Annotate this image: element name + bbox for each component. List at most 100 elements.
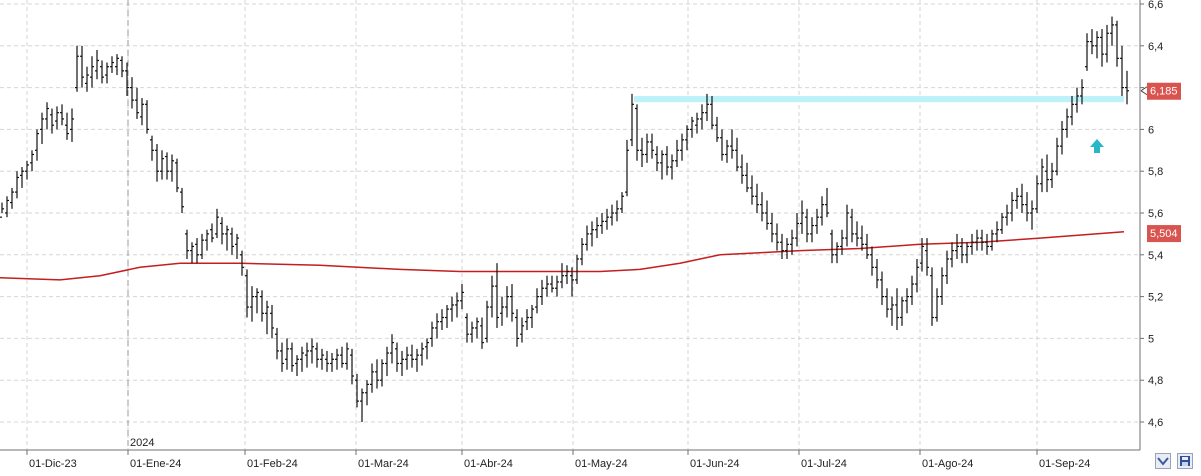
ohlc-bar <box>1055 137 1059 176</box>
ohlc-bar <box>360 388 364 422</box>
ohlc-bar <box>820 196 824 226</box>
ohlc-bar <box>455 292 459 318</box>
last-price-pointer-icon <box>1140 86 1148 96</box>
ohlc-bar <box>540 279 544 305</box>
ohlc-bar <box>730 129 734 159</box>
ohlc-bar <box>760 192 764 222</box>
ohlc-bar <box>1090 29 1094 55</box>
y-tick-label: 5,2 <box>1148 292 1163 304</box>
ohlc-bar <box>950 242 954 268</box>
signal-arrow-layer <box>1090 139 1104 153</box>
ohlc-bar <box>275 327 279 360</box>
ohlc-bar <box>1095 31 1099 59</box>
ohlc-bar <box>120 56 124 78</box>
ohlc-bar <box>260 290 264 322</box>
ohlc-bar <box>435 313 439 339</box>
ohlc-bar <box>860 225 864 251</box>
ohlc-bar <box>65 112 69 140</box>
ohlc-bar <box>675 139 679 168</box>
ohlc-bar <box>60 104 64 126</box>
ohlc-bar <box>780 233 784 259</box>
ohlc-bar <box>135 87 139 119</box>
y-tick-label: 4,6 <box>1148 417 1163 429</box>
ohlc-bar <box>245 269 249 318</box>
ohlc-bar <box>530 304 534 328</box>
ohlc-bar <box>580 238 584 266</box>
ohlc-bar <box>400 350 404 377</box>
ohlc-bar <box>110 56 114 73</box>
ohlc-bar <box>785 238 789 259</box>
ma-value-box <box>1147 225 1181 243</box>
y-tick-label: 6 <box>1148 124 1154 136</box>
ohlc-bar <box>710 95 714 130</box>
ohlc-bar <box>1075 87 1079 113</box>
ohlc-bar <box>55 106 59 130</box>
ohlc-bar <box>190 242 194 264</box>
ohlc-bar <box>160 150 164 180</box>
ohlc-bar <box>1000 213 1004 234</box>
ohlc-bar <box>1005 204 1009 226</box>
ohlc-bar <box>45 102 49 130</box>
ohlc-bar <box>625 139 629 197</box>
ohlc-bar <box>1125 70 1129 105</box>
ohlc-bar <box>910 275 914 305</box>
ohlc-bar <box>425 338 429 360</box>
ohlc-bar <box>175 158 179 193</box>
ohlc-bar <box>775 223 779 251</box>
ohlc-bar <box>115 54 119 76</box>
y-tick-label: 6,4 <box>1148 41 1163 53</box>
ohlc-bar <box>235 233 239 259</box>
ohlc-bar <box>525 309 529 331</box>
ohlc-bar <box>900 296 904 326</box>
ohlc-bar <box>610 204 614 226</box>
ohlc-bar <box>495 263 499 328</box>
ohlc-bar <box>470 321 474 343</box>
ohlc-bar <box>875 258 879 289</box>
ohlc-bar <box>100 60 104 84</box>
ohlc-bar <box>970 233 974 255</box>
ohlc-bar <box>1035 175 1039 213</box>
ohlc-bar <box>510 284 514 322</box>
ohlc-bar <box>340 346 344 368</box>
ohlc-bar <box>70 108 74 142</box>
ohlc-bar <box>665 146 669 176</box>
ohlc-bar <box>465 313 469 343</box>
ohlc-bar <box>185 229 189 259</box>
ohlc-bar <box>280 342 284 372</box>
ohlc-bar <box>80 45 84 88</box>
ohlc-bar <box>1105 24 1109 63</box>
ohlc-bar <box>1045 154 1049 193</box>
ohlc-bar <box>205 229 209 251</box>
ohlc-bar <box>945 250 949 285</box>
ohlc-bar <box>830 229 834 264</box>
ohlc-bar <box>1050 162 1054 188</box>
ohlc-bar <box>285 338 289 370</box>
y-tick-label: 5,4 <box>1148 250 1163 262</box>
resistance-band <box>634 95 1124 103</box>
ohlc-bar <box>720 129 724 161</box>
ohlc-bar <box>220 217 224 245</box>
ohlc-bar <box>130 77 134 109</box>
save-icon[interactable] <box>1177 453 1193 469</box>
ohlc-bar <box>300 346 304 372</box>
ohlc-bar <box>450 296 454 322</box>
ohlc-bar <box>855 221 859 247</box>
ohlc-bar <box>570 267 574 297</box>
x-tick-label: 01-May-24 <box>575 458 628 470</box>
y-tick-label: 4,8 <box>1148 375 1163 387</box>
x-axis: 01-Dic-23 01-Ene-24 01-Feb-24 01-Mar-24 01-A… <box>26 450 1090 470</box>
ohlc-bar <box>680 133 684 161</box>
x-tick-label: 01-Abr-24 <box>464 458 513 470</box>
ohlc-bar <box>490 275 494 318</box>
ohlc-bar <box>350 348 354 385</box>
zoom-out-icon[interactable] <box>1155 453 1171 469</box>
ohlc-bar <box>255 288 259 314</box>
ohlc-bar <box>405 346 409 370</box>
ohlc-bar <box>375 359 379 389</box>
ma-value-label: 5,504 <box>1150 228 1178 240</box>
ohlc-bar <box>430 321 434 347</box>
ohlc-bar <box>700 104 704 130</box>
ohlc-bar <box>975 229 979 251</box>
ohlc-bar <box>880 271 884 305</box>
